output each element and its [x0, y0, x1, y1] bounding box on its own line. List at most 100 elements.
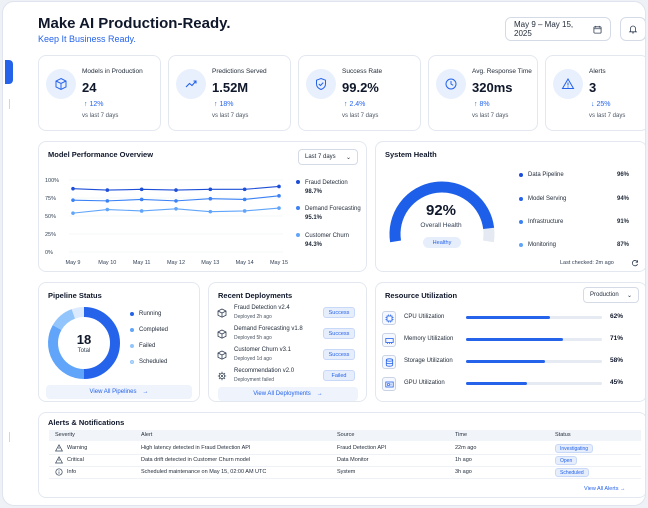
resource-bar-fill	[466, 316, 551, 319]
kpi-label: Predictions Served	[212, 68, 267, 75]
kpi-card-success-rate[interactable]: Success Rate 99.2% ↑ 2.4% vs last 7 days	[298, 55, 421, 131]
kpi-compare: vs last 7 days	[82, 113, 119, 119]
table-row[interactable]: Warning High latency detected in Fraud D…	[49, 443, 641, 455]
data-point[interactable]	[105, 199, 110, 203]
resource-bar-track	[466, 382, 602, 385]
arrow-right-icon: →	[142, 389, 149, 395]
data-point[interactable]	[174, 207, 178, 211]
sidebar-active-tab[interactable]	[5, 60, 13, 84]
kpi-card-predictions[interactable]: Predictions Served 1.52M ↑ 18% vs last 7…	[168, 55, 291, 131]
kpi-value: 99.2%	[342, 80, 379, 95]
kpi-card-response-time[interactable]: Avg. Response Time 320ms ↑ 8% vs last 7 …	[428, 55, 538, 131]
legend-series-value: 94.3%	[305, 242, 323, 248]
kpi-value: 24	[82, 80, 97, 95]
deployment-item[interactable]: Customer Churn v3.1 Deployed 1d ago Succ…	[217, 347, 361, 367]
pipeline-total-value: 18	[76, 332, 92, 347]
data-point[interactable]	[174, 188, 178, 192]
donut-slice[interactable]	[52, 309, 76, 331]
kpi-label: Avg. Response Time	[472, 68, 532, 75]
data-point[interactable]	[139, 197, 144, 202]
kpi-compare: vs last 7 days	[472, 113, 509, 119]
data-point[interactable]	[139, 209, 144, 213]
legend-series-value: 95.1%	[305, 215, 323, 221]
legend-series-name: Fraud Detection	[305, 180, 348, 186]
legend-dot	[296, 233, 300, 238]
alert-severity: Critical	[67, 457, 84, 463]
notifications-button[interactable]	[620, 17, 645, 41]
alert-status-badge: Scheduled	[555, 468, 589, 477]
refresh-icon[interactable]	[631, 259, 639, 267]
resource-value: 71%	[610, 335, 624, 342]
last-checked-text: Last checked: 2m ago	[560, 260, 614, 266]
table-row[interactable]: Critical Data drift detected in Customer…	[49, 455, 641, 467]
kpi-card-alerts[interactable]: Alerts 3 ↓ 25% vs last 7 days	[545, 55, 645, 131]
memory-icon	[382, 333, 396, 347]
performance-title: Model Performance Overview	[48, 150, 154, 159]
pipeline-item-name: Completed	[139, 327, 169, 333]
cube-icon	[217, 308, 227, 318]
resource-name: Storage Utilization	[404, 358, 453, 364]
alert-source: Data Monitor	[337, 457, 369, 463]
data-point[interactable]	[105, 188, 110, 192]
donut-slice[interactable]	[71, 307, 85, 319]
view-all-deployments-button[interactable]: View All Deployments →	[218, 387, 358, 401]
deployment-item[interactable]: Fraud Detection v2.4 Deployed 2h ago Suc…	[217, 305, 361, 325]
data-point[interactable]	[277, 194, 281, 198]
data-point[interactable]	[208, 187, 213, 192]
data-point[interactable]	[277, 184, 281, 189]
column-header: Time	[455, 432, 468, 438]
data-point[interactable]	[242, 209, 247, 213]
kpi-change: ↑ 18%	[214, 101, 234, 108]
pipeline-dot	[130, 312, 134, 316]
deployment-item[interactable]: Recommendation v2.0 Deployment failed Fa…	[217, 368, 361, 388]
deployment-item[interactable]: Demand Forecasting v1.8 Deployed 5h ago …	[217, 326, 361, 346]
table-row[interactable]: Info Scheduled maintenance on May 15, 02…	[49, 467, 641, 479]
resource-bar-fill	[466, 360, 545, 363]
view-all-alerts-link[interactable]: View All Alerts →	[584, 486, 625, 492]
data-point[interactable]	[71, 198, 75, 202]
warning-icon	[55, 456, 63, 466]
data-point[interactable]	[105, 207, 110, 212]
kpi-compare: vs last 7 days	[589, 113, 626, 119]
cpu-icon	[382, 311, 396, 325]
health-item-name: Data Pipeline	[528, 172, 564, 178]
period-dropdown[interactable]: Last 7 days ⌄	[298, 149, 358, 165]
kpi-compare: vs last 7 days	[212, 113, 249, 119]
data-point[interactable]	[208, 209, 213, 214]
kpi-label: Models in Production	[82, 68, 143, 75]
alert-source: Fraud Detection API	[337, 445, 387, 451]
date-range-picker[interactable]: May 9 – May 15, 2025	[505, 17, 611, 41]
kpi-card-models[interactable]: Models in Production 24 ↑ 12% vs last 7 …	[38, 55, 161, 131]
health-dot	[519, 173, 523, 177]
overall-health-value: 92%	[425, 202, 457, 219]
pipeline-donut-chart	[48, 307, 120, 379]
legend-series-value: 98.7%	[305, 189, 323, 195]
kpi-value: 1.52M	[212, 80, 249, 95]
arrow-right-icon: →	[316, 391, 323, 397]
data-point[interactable]	[277, 206, 281, 210]
environment-dropdown[interactable]: Production ⌄	[583, 287, 639, 303]
pipeline-item: Running9	[130, 311, 220, 317]
health-dot	[519, 243, 523, 247]
resource-title: Resource Utilization	[385, 291, 458, 300]
y-tick-label: 50%	[45, 214, 56, 220]
donut-slice[interactable]	[48, 325, 85, 379]
data-point[interactable]	[208, 196, 213, 201]
x-tick-label: May 11	[133, 260, 151, 266]
pipeline-total-label: Total	[77, 348, 91, 354]
view-all-pipelines-button[interactable]: View All Pipelines →	[46, 385, 192, 399]
gpu-icon	[382, 377, 396, 391]
x-tick-label: May 14	[236, 260, 254, 266]
data-point[interactable]	[242, 197, 247, 202]
data-point[interactable]	[71, 211, 75, 215]
alert-status-badge: Investigating	[555, 444, 594, 453]
data-point[interactable]	[139, 187, 144, 192]
data-point[interactable]	[242, 187, 247, 192]
resource-name: CPU Utilization	[404, 314, 445, 320]
data-point[interactable]	[71, 186, 75, 191]
resource-row: GPU Utilization 45%	[382, 376, 632, 392]
data-point[interactable]	[174, 199, 178, 203]
donut-slice[interactable]	[83, 307, 120, 379]
health-gauge	[389, 181, 495, 243]
alert-message: High latency detected in Fraud Detection…	[141, 445, 251, 451]
